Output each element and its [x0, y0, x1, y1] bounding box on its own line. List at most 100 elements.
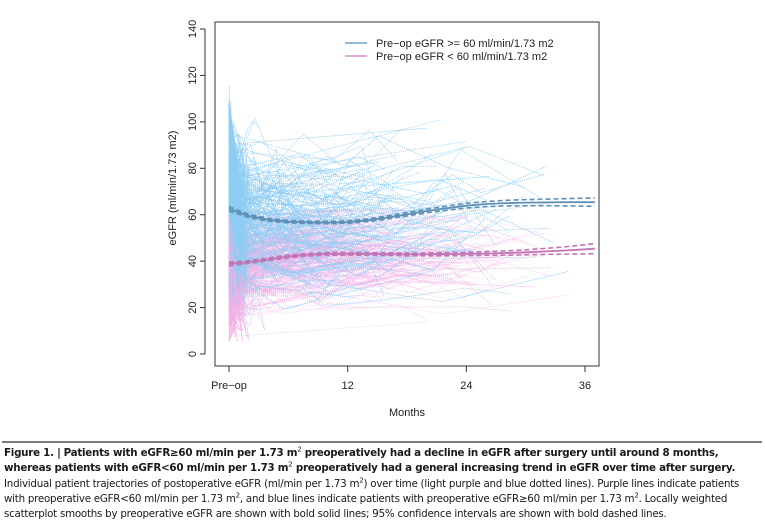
patient-trajectory — [228, 264, 300, 298]
caption-bold-1: Patients with eGFR≥60 ml/min per 1.73 m — [63, 447, 298, 459]
patient-trajectory — [228, 254, 527, 298]
patient-trajectory — [228, 268, 356, 309]
patient-trajectory — [228, 224, 250, 260]
patient-trajectory — [228, 252, 376, 271]
patient-trajectory — [228, 225, 376, 290]
patient-trajectory — [228, 234, 463, 271]
confidence-interval-lower-1 — [228, 252, 595, 267]
loess-smooths — [228, 197, 595, 267]
patient-trajectory — [228, 100, 238, 173]
patient-trajectory — [228, 185, 240, 291]
patient-trajectory — [228, 194, 247, 206]
patient-trajectory — [228, 277, 385, 313]
y-tick-label: 100 — [187, 113, 199, 131]
patient-trajectory — [228, 117, 402, 192]
patient-trajectory — [228, 244, 461, 286]
patient-trajectory — [228, 233, 385, 296]
patient-trajectory — [228, 254, 424, 283]
patient-trajectory — [228, 216, 376, 238]
patient-trajectory — [228, 165, 376, 185]
patient-trajectory — [228, 281, 353, 298]
patient-trajectory — [228, 109, 245, 165]
patient-trajectory — [228, 265, 492, 306]
patient-trajectory — [228, 139, 336, 227]
patient-trajectory — [228, 156, 385, 205]
caption-bold-3: preoperatively had a general increasing … — [292, 462, 736, 475]
patient-trajectory — [228, 277, 267, 315]
patient-trajectory — [228, 240, 462, 250]
patient-trajectory — [228, 270, 384, 308]
patient-trajectory — [228, 264, 403, 283]
caption-text-4: . Locally weighted scatterplot smooths b… — [4, 492, 728, 521]
patient-trajectory — [228, 251, 481, 305]
patient-trajectory — [228, 304, 239, 329]
patient-trajectory — [228, 135, 525, 200]
patient-trajectory — [228, 279, 401, 303]
patient-trajectory — [228, 261, 510, 295]
patient-trajectory — [228, 198, 395, 263]
patient-trajectory — [228, 246, 458, 272]
patient-trajectory — [228, 202, 461, 272]
patient-trajectory — [228, 175, 272, 200]
patient-trajectory — [228, 146, 468, 192]
legend: Pre−op eGFR >= 60 ml/min/1.73 m2 Pre−op … — [345, 38, 554, 63]
patient-trajectory — [228, 212, 353, 254]
loess-smooth-line-1 — [228, 247, 595, 265]
patient-trajectory — [228, 198, 398, 256]
patient-trajectory — [228, 269, 436, 310]
patient-trajectory — [228, 143, 285, 217]
patient-trajectory — [228, 248, 400, 284]
caption-bold-2: preoperatively had a decline in eGFR aft… — [4, 447, 719, 475]
patient-trajectory — [228, 224, 551, 248]
caption-sup: 2 — [634, 491, 639, 500]
patient-trajectory — [228, 186, 245, 213]
y-tick-label: 120 — [187, 66, 199, 84]
patient-trajectory — [228, 236, 500, 294]
x-tick-label: 24 — [460, 380, 472, 392]
patient-trajectory — [228, 301, 364, 316]
patient-trajectory — [228, 224, 330, 272]
patient-trajectory — [228, 267, 551, 275]
patient-trajectory — [228, 165, 548, 240]
patient-trajectory — [228, 237, 345, 267]
patient-trajectory — [228, 266, 331, 290]
patient-trajectory — [228, 267, 428, 298]
patient-trajectory — [228, 133, 351, 167]
patient-trajectory — [228, 230, 416, 270]
patient-trajectory — [228, 276, 276, 308]
caption-sup: 2 — [359, 476, 364, 485]
patient-trajectory — [228, 226, 451, 241]
patient-trajectory — [228, 215, 395, 254]
patient-trajectory — [228, 269, 475, 300]
patient-trajectory — [228, 220, 545, 268]
patient-trajectory — [228, 321, 429, 338]
patient-trajectory — [228, 188, 509, 232]
patient-trajectory — [228, 196, 478, 253]
patient-trajectory — [228, 129, 399, 168]
patient-trajectory — [228, 201, 338, 275]
patient-trajectory — [228, 239, 374, 266]
patient-trajectory — [228, 252, 569, 303]
patient-trajectory — [228, 192, 248, 196]
legend-label-high: Pre−op eGFR >= 60 ml/min/1.73 m2 — [376, 38, 554, 50]
patient-trajectory — [228, 209, 458, 234]
caption-sup: 2 — [297, 445, 302, 454]
patient-trajectory — [228, 154, 351, 218]
patient-trajectory — [228, 262, 453, 283]
patient-trajectory — [228, 228, 472, 289]
patient-trajectory — [228, 194, 435, 245]
patient-trajectory — [228, 286, 233, 340]
patient-trajectory — [228, 127, 426, 145]
patient-trajectory — [228, 193, 419, 244]
patient-trajectory — [228, 248, 353, 277]
patient-trajectory — [228, 295, 239, 343]
legend-label-low: Pre−op eGFR < 60 ml/min/1.73 m2 — [376, 51, 547, 63]
patient-trajectory — [228, 181, 447, 207]
patient-trajectory — [228, 177, 353, 279]
patient-trajectory — [228, 226, 417, 277]
patient-trajectory — [228, 250, 441, 291]
patient-trajectory — [228, 265, 291, 294]
patient-trajectory — [228, 238, 461, 261]
y-axis: 0 20 40 60 80 100 120 140 — [187, 20, 206, 357]
patient-trajectory — [228, 140, 437, 194]
